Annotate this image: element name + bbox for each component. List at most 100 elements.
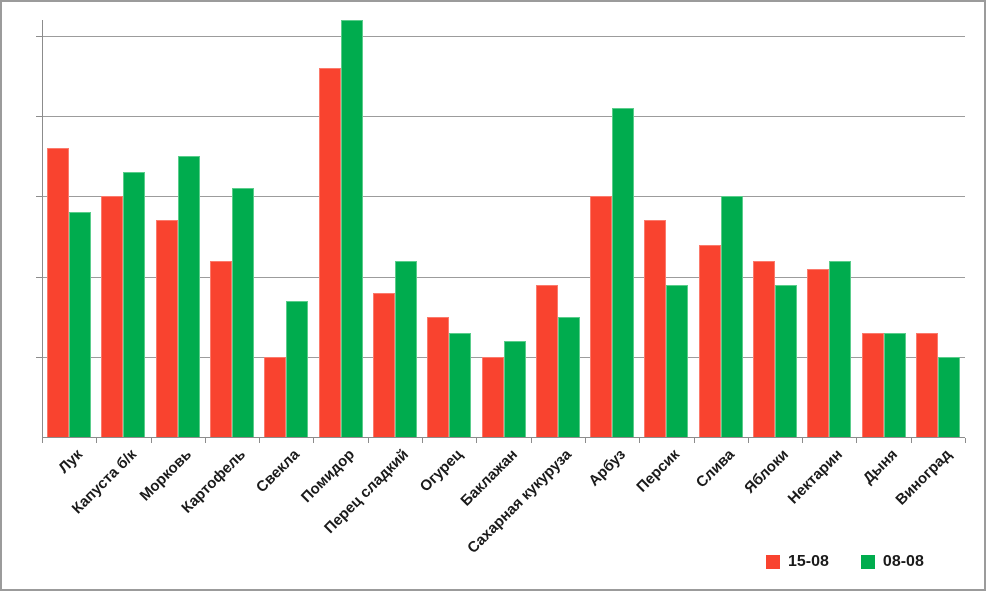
08-08-bar xyxy=(775,285,797,437)
x-tick xyxy=(96,438,98,443)
bar-group xyxy=(585,20,639,437)
category-label: Виноград xyxy=(892,446,955,509)
x-tick xyxy=(530,438,532,443)
legend-item: 08-08 xyxy=(860,553,924,571)
legend: 15-08 08-08 xyxy=(766,553,924,571)
bar-group xyxy=(205,20,259,437)
legend-label: 15-08 xyxy=(788,553,829,570)
category-label: Свекла xyxy=(253,446,304,497)
x-tick xyxy=(259,438,261,443)
bar-group xyxy=(639,20,693,437)
category-label: Огурец xyxy=(416,446,467,496)
15-08-bar xyxy=(264,357,287,437)
y-tick xyxy=(36,196,42,198)
08-08-bar xyxy=(394,261,417,437)
legend-label: 08-08 xyxy=(882,553,924,570)
08-08-bar xyxy=(449,333,472,437)
bar-group xyxy=(313,20,367,437)
x-tick xyxy=(204,438,206,443)
08-08-bar xyxy=(829,261,852,437)
x-tick xyxy=(802,438,804,443)
bar-group xyxy=(531,20,585,437)
x-tick xyxy=(910,438,912,443)
x-tick xyxy=(150,438,152,443)
category-label: Дыня xyxy=(859,446,901,488)
08-08-bar xyxy=(612,108,635,437)
bar-group xyxy=(748,20,802,437)
bars-layer xyxy=(42,20,965,437)
08-08-bar xyxy=(286,301,309,437)
gridline xyxy=(42,116,965,118)
x-tick xyxy=(367,438,369,443)
category-label: Лук xyxy=(55,446,87,477)
y-tick xyxy=(36,116,42,118)
bar-group xyxy=(422,20,476,437)
08-08-bar xyxy=(937,357,960,437)
15-08-bar xyxy=(753,261,775,437)
08-08-bar xyxy=(883,333,906,437)
x-tick xyxy=(747,438,749,443)
08-08-bar xyxy=(720,196,743,437)
08-08-bar xyxy=(503,341,526,437)
bar-group xyxy=(96,20,150,437)
category-label: Слива xyxy=(692,446,738,492)
bar-group xyxy=(694,20,748,437)
15-08-bar xyxy=(318,68,341,437)
legend-swatch xyxy=(860,555,875,569)
legend-item: 15-08 xyxy=(766,553,829,571)
15-08-bar xyxy=(47,148,70,437)
08-08-bar xyxy=(177,156,200,437)
category-label: Сахарная кукуруза xyxy=(463,446,575,557)
category-label: Яблоки xyxy=(741,446,792,497)
x-tick xyxy=(856,438,858,443)
15-08-bar xyxy=(644,220,667,437)
15-08-bar xyxy=(915,333,938,437)
x-tick xyxy=(476,438,478,443)
y-axis xyxy=(42,20,43,438)
15-08-bar xyxy=(372,293,395,437)
15-08-bar xyxy=(861,333,884,437)
15-08-bar xyxy=(481,357,504,437)
x-tick xyxy=(422,438,424,443)
bar-group xyxy=(476,20,530,437)
15-08-bar xyxy=(427,317,450,437)
x-tick xyxy=(42,438,43,443)
15-08-bar xyxy=(210,261,233,437)
08-08-bar xyxy=(666,285,689,437)
15-08-bar xyxy=(155,220,178,437)
bar-group xyxy=(259,20,313,437)
08-08-bar xyxy=(340,20,363,437)
bar-group xyxy=(151,20,205,437)
y-tick xyxy=(36,356,42,358)
15-08-bar xyxy=(535,285,558,437)
15-08-bar xyxy=(698,245,721,437)
bar-group xyxy=(802,20,856,437)
08-08-bar xyxy=(69,212,92,437)
bar-group xyxy=(911,20,965,437)
x-tick xyxy=(693,438,695,443)
legend-swatch xyxy=(766,555,780,569)
x-tick xyxy=(965,438,966,443)
08-08-bar xyxy=(123,172,146,437)
gridline xyxy=(42,276,965,278)
15-08-bar xyxy=(101,196,124,437)
bar-group xyxy=(42,20,96,437)
15-08-bar xyxy=(590,196,613,437)
bar-group xyxy=(368,20,422,437)
category-label: Арбуз xyxy=(585,446,630,490)
08-08-bar xyxy=(232,188,255,437)
category-label: Персик xyxy=(633,446,684,496)
y-tick xyxy=(36,36,42,38)
08-08-bar xyxy=(557,317,580,437)
gridline xyxy=(42,36,965,38)
15-08-bar xyxy=(807,269,830,437)
y-tick xyxy=(36,276,42,278)
bar-group xyxy=(856,20,910,437)
x-axis xyxy=(42,437,965,438)
x-tick xyxy=(639,438,641,443)
gridline xyxy=(42,196,965,198)
x-tick xyxy=(313,438,315,443)
x-tick xyxy=(584,438,586,443)
